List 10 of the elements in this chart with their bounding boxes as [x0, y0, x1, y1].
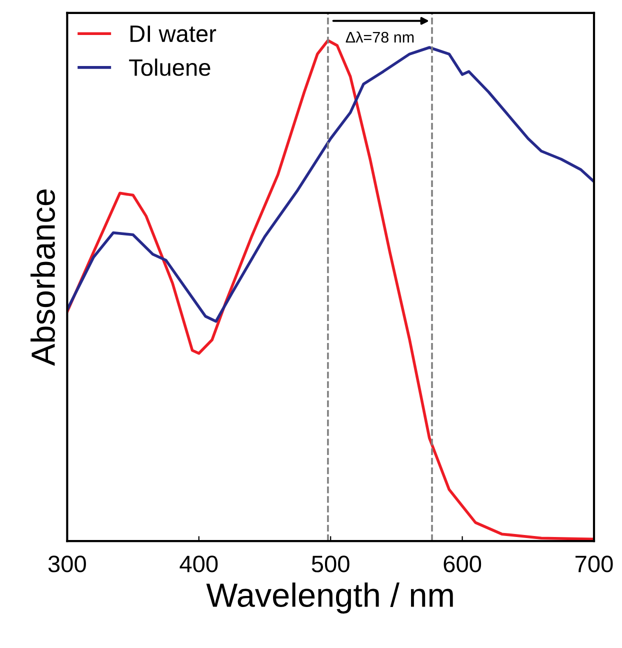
- x-tick-label: 600: [444, 556, 482, 572]
- annotation: Δλ=78 nm: [346, 31, 414, 43]
- x-tick-label: 300: [48, 556, 86, 572]
- x-axis-title: Wavelength / nm: [206, 582, 453, 614]
- y-axis-title: Absorbance: [30, 190, 56, 366]
- x-tick-label: 500: [312, 556, 350, 572]
- legend-label: DI water: [130, 26, 216, 42]
- x-tick-label: 400: [180, 556, 218, 572]
- x-tick-label: 700: [576, 556, 613, 572]
- legend-label: Toluene: [129, 58, 210, 76]
